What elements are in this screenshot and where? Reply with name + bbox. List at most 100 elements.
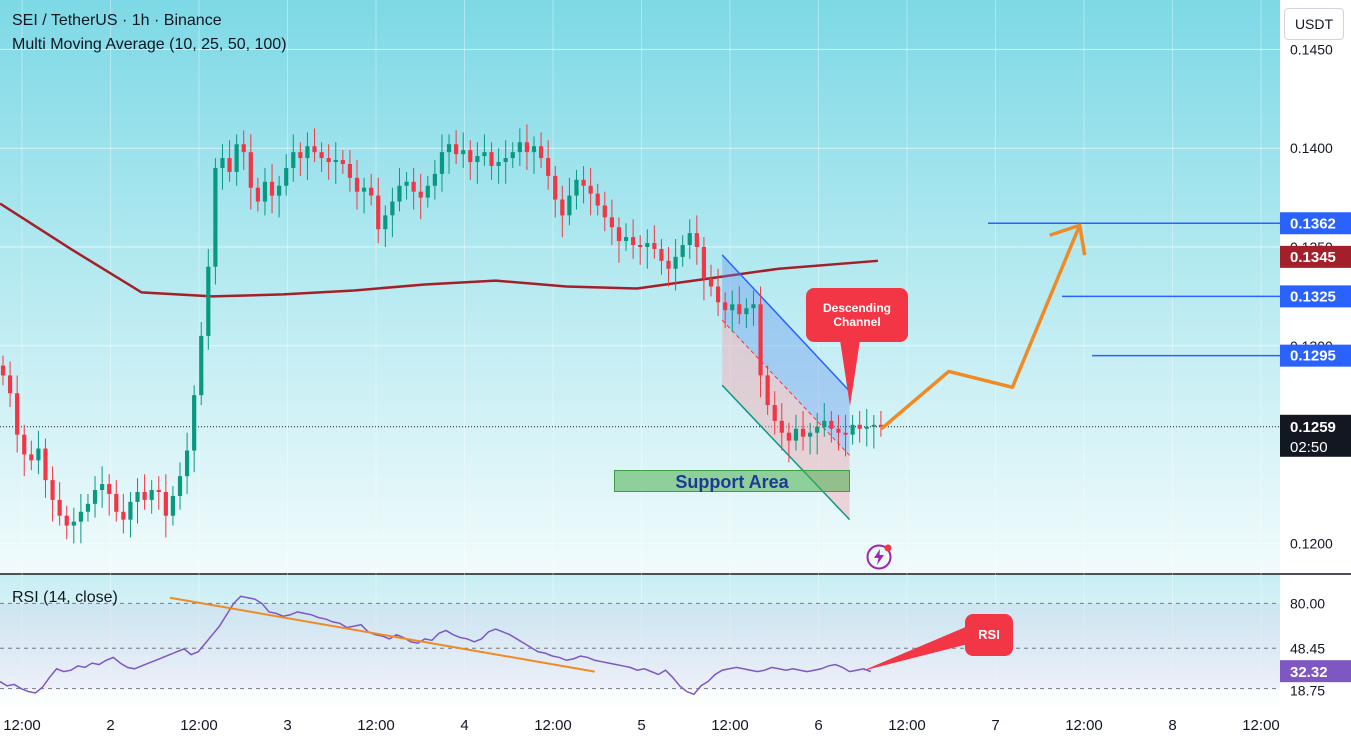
candle-body <box>723 302 728 311</box>
price-label-text: 0.1325 <box>1290 288 1336 305</box>
candle-body <box>347 163 353 178</box>
rsi-line[interactable] <box>0 595 872 696</box>
rsi-trendline[interactable] <box>169 596 595 673</box>
candle-body <box>517 142 522 153</box>
candle-body <box>680 245 685 257</box>
candle-body <box>489 152 494 166</box>
candle-body <box>305 146 310 159</box>
candle-body <box>7 375 13 394</box>
rsi-callout-text: RSI <box>978 627 1000 642</box>
indicator-legend[interactable]: Multi Moving Average (10, 25, 50, 100) <box>12 36 287 53</box>
channel-lower-fill <box>722 320 850 520</box>
candle-body <box>581 179 586 186</box>
projection-arrowhead <box>1049 223 1087 256</box>
callout-pointer <box>840 340 860 406</box>
time-tick-label: 2 <box>106 717 114 734</box>
candle-body <box>793 428 799 441</box>
candle-body <box>128 501 133 520</box>
candle-body <box>206 266 211 336</box>
candle-body <box>333 160 338 163</box>
price-tick-label: 0.1450 <box>1290 41 1333 57</box>
candle-body <box>71 521 76 526</box>
candle-body <box>312 146 317 153</box>
rsi-callout-pointer <box>862 626 968 671</box>
candle-body <box>277 185 282 196</box>
candle-body <box>751 304 756 309</box>
descending-channel-callout: Descending Channel <box>806 288 908 342</box>
rsi-tick-label: 80.00 <box>1290 595 1325 611</box>
currency-button[interactable]: USDT <box>1284 8 1344 40</box>
candle-body <box>468 150 473 163</box>
rsi-current-label: 32.32 <box>1290 664 1328 681</box>
channel-lower-line[interactable] <box>721 384 851 521</box>
candle-body <box>149 490 154 500</box>
support-area-box: Support Area <box>614 470 850 492</box>
candle-body <box>829 420 834 429</box>
price-label-box <box>1280 212 1351 235</box>
candle-body <box>135 491 140 502</box>
candle-body <box>588 185 593 194</box>
candle-body <box>800 428 806 437</box>
candle-body <box>822 420 827 427</box>
candle-body <box>255 187 260 202</box>
candle-body <box>404 181 409 186</box>
candle-body <box>361 187 367 192</box>
candle-body <box>425 185 430 198</box>
candle-body <box>687 233 692 246</box>
candle-body <box>163 491 168 516</box>
candle-body <box>808 432 813 437</box>
candle-body <box>248 152 253 188</box>
candle-body <box>765 375 770 406</box>
candle-body <box>631 237 636 246</box>
rsi-pane-background <box>0 575 1280 710</box>
descending-channel-text: Descending Channel <box>822 301 891 329</box>
candle-body <box>652 243 657 249</box>
price-label-text: 0.1295 <box>1290 348 1336 365</box>
candle-body <box>737 304 742 315</box>
time-tick-label: 12:00 <box>3 717 41 734</box>
lightning-icon[interactable] <box>864 542 894 572</box>
channel-upper-line[interactable] <box>721 254 851 392</box>
candle-body <box>715 286 721 303</box>
time-tick-label: 12:00 <box>888 717 926 734</box>
candle-body <box>871 424 876 427</box>
candle-body <box>92 490 98 504</box>
candle-body <box>510 152 515 159</box>
moving-average-line <box>0 202 879 298</box>
rsi-legend[interactable]: RSI (14, close) <box>12 589 118 606</box>
candle-body <box>220 158 225 168</box>
candle-body <box>772 405 777 421</box>
candle-body <box>815 426 820 433</box>
time-tick-label: 12:00 <box>1065 717 1103 734</box>
time-tick-label: 12:00 <box>1242 717 1280 734</box>
time-tick-label: 12:00 <box>534 717 572 734</box>
time-tick-label: 5 <box>637 717 645 734</box>
price-label-text: 0.1362 <box>1290 215 1336 232</box>
candle-body <box>121 511 126 520</box>
candle-body <box>850 424 855 435</box>
candle-body <box>496 162 501 166</box>
time-tick-label: 3 <box>283 717 291 734</box>
symbol-legend[interactable]: SEI / TetherUS · 1h · Binance <box>12 12 222 29</box>
candle-body <box>843 432 848 435</box>
candle-body <box>708 278 714 287</box>
time-tick-label: 12:00 <box>711 717 749 734</box>
candle-body <box>567 195 572 216</box>
candle-body <box>177 476 183 496</box>
candle-body <box>390 201 395 216</box>
projection-path[interactable] <box>880 224 1082 431</box>
candle-body <box>694 233 699 247</box>
candle-body <box>878 424 884 427</box>
countdown-label: 02:50 <box>1290 439 1328 456</box>
candle-body <box>192 395 197 451</box>
candle-body <box>298 152 303 159</box>
price-label-text: 0.1259 <box>1290 419 1336 436</box>
candle-body <box>269 181 275 196</box>
price-label-box <box>1280 285 1351 308</box>
candle-body <box>786 432 791 441</box>
candle-body <box>64 515 69 526</box>
price-tick-label: 0.1400 <box>1290 140 1333 156</box>
candle-body <box>57 499 62 516</box>
candle-body <box>36 448 41 461</box>
